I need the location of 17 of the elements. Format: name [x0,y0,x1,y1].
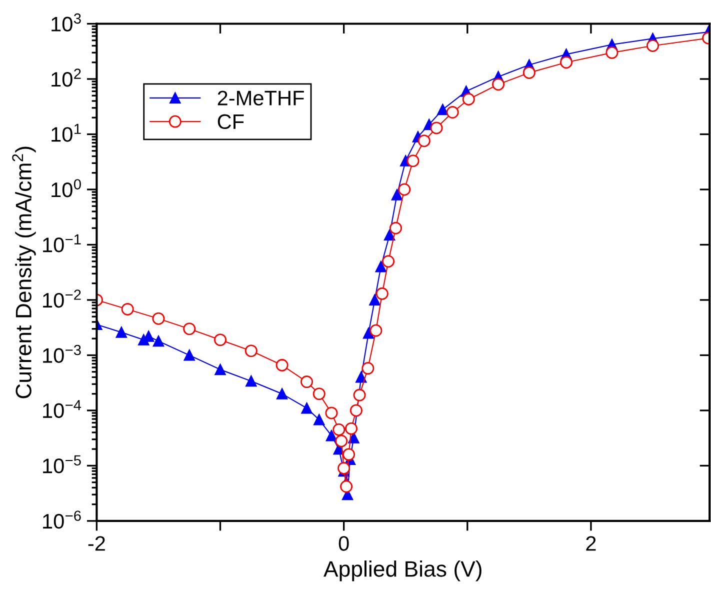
y-tick-label: 10$^{−3}$ [43,344,81,363]
y-tick-label: 10$^{−6}$ [43,510,81,529]
y-tick-label: 10$^{−1}$ [43,234,81,252]
x-tick-label: 2 [586,536,596,551]
x-axis-title: Applied Bias (V) [324,560,482,582]
y-tick-label: 10$^{−5}$ [43,455,81,474]
y-tick-label: 10$^{−4}$ [43,400,82,418]
y-tick-label: 10$^{1}$ [52,124,81,142]
x-tick-label: 0 [338,536,349,551]
y-tick-label: 10$^{0}$ [52,179,81,198]
legend-label: CF [218,114,244,130]
y-tick-label: 10$^{−2}$ [43,290,81,308]
y-axis-title: Current Density (mA/cm$^{2}$) [12,146,36,398]
legend-label: 2-MeTHF [218,90,304,106]
y-tick-label: 10$^{2}$ [52,68,81,87]
y-tick-label: 10$^{3}$ [52,13,81,32]
x-tick-label: -2 [88,536,105,551]
